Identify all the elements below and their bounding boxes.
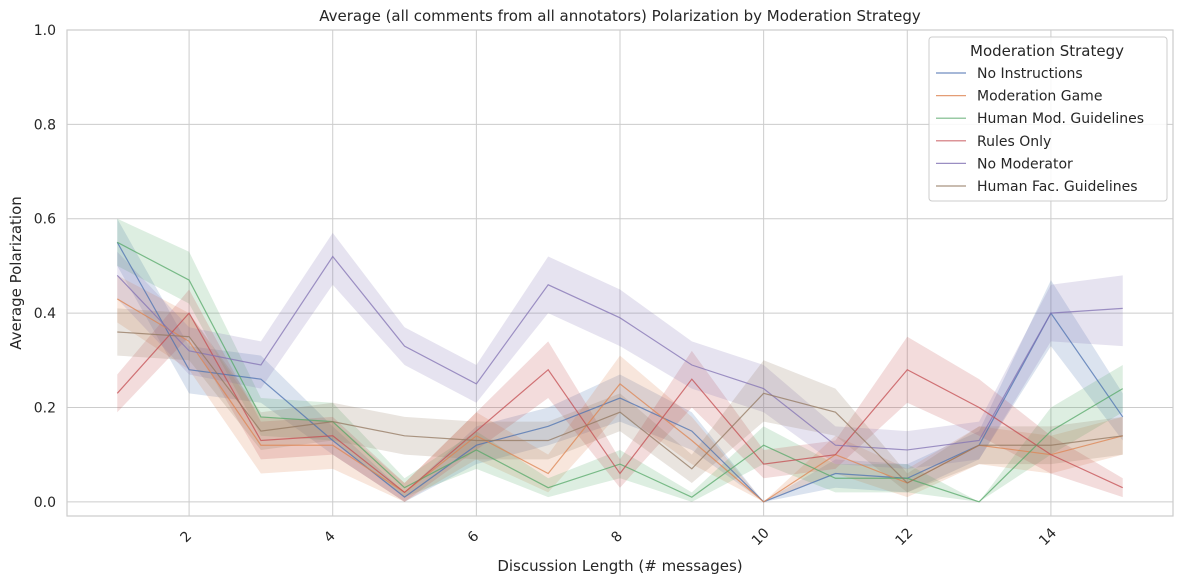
legend-entry-label: Moderation Game — [977, 89, 1102, 105]
x-tick-label: 4 — [321, 528, 339, 546]
y-tick-label: 0.4 — [34, 306, 56, 322]
chart-title: Average (all comments from all annotator… — [319, 7, 921, 25]
x-axis-ticks: 2 4 6 8 10 12 14 — [177, 525, 1060, 549]
x-tick-label: 2 — [177, 528, 195, 546]
legend-entry-label: No Moderator — [977, 156, 1073, 172]
legend-items: No Instructions Moderation Game Human Mod.… — [936, 66, 1144, 195]
y-axis-label: Average Polarization — [7, 196, 25, 350]
series-lines — [116, 241, 1124, 503]
series-line-4 — [116, 255, 1123, 451]
confidence-band-3 — [117, 289, 1123, 502]
legend-box — [928, 36, 1168, 202]
confidence-band-1 — [117, 275, 1123, 502]
series-line-0 — [116, 242, 1124, 503]
legend-entry-label: Rules Only — [977, 134, 1051, 150]
confidence-band-4 — [117, 232, 1123, 469]
legend-entry-label: No Instructions — [977, 66, 1083, 82]
legend-title: Moderation Strategy — [970, 42, 1124, 60]
series-line-3 — [116, 312, 1123, 494]
x-tick-label: 8 — [608, 528, 626, 546]
series-line-5 — [117, 331, 1123, 484]
y-tick-label: 0.6 — [34, 212, 56, 228]
x-tick-label: 12 — [892, 525, 916, 549]
legend-entry-label: Human Fac. Guidelines — [977, 179, 1138, 195]
y-tick-label: 0.2 — [34, 400, 56, 416]
legend-entry-label: Human Mod. Guidelines — [977, 111, 1144, 127]
y-axis-ticks: 0.0 0.2 0.4 0.6 0.8 1.0 — [34, 23, 56, 511]
confidence-bands — [117, 218, 1123, 502]
y-tick-label: 1.0 — [34, 23, 56, 39]
series-line-2 — [116, 241, 1124, 503]
x-tick-label: 6 — [465, 528, 483, 546]
legend: Moderation Strategy No Instructions Moder… — [928, 36, 1168, 202]
x-tick-label: 14 — [1036, 525, 1060, 549]
x-axis-label: Discussion Length (# messages) — [497, 557, 742, 575]
confidence-band-5 — [117, 308, 1123, 493]
plot-frame — [66, 29, 1174, 517]
x-tick-label: 10 — [749, 525, 773, 549]
y-tick-label: 0.8 — [34, 117, 56, 133]
y-tick-label: 0.0 — [34, 495, 56, 511]
